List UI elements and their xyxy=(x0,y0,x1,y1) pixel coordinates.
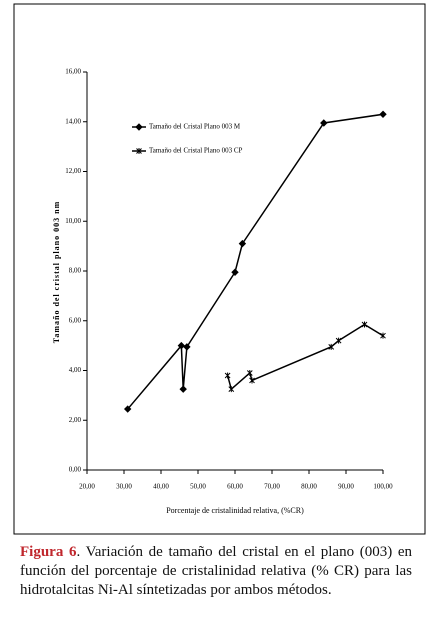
x-tick-label: 30,00 xyxy=(116,483,132,491)
caption-text: . Variación de tamaño del cristal en el … xyxy=(20,544,412,598)
y-tick-label: 14,00 xyxy=(65,117,81,125)
y-tick-label: 16,00 xyxy=(65,68,81,76)
y-tick-label: 10,00 xyxy=(65,217,81,225)
x-tick-label: 50,00 xyxy=(190,483,206,491)
marker xyxy=(379,110,387,118)
chart-border xyxy=(13,3,426,535)
y-tick-label: 2,00 xyxy=(69,416,82,424)
marker xyxy=(231,268,239,276)
x-tick-label: 80,00 xyxy=(301,483,317,491)
marker xyxy=(123,405,132,413)
y-tick-label: 8,00 xyxy=(69,267,82,275)
marker xyxy=(249,377,255,384)
marker xyxy=(228,386,235,393)
legend-label: Tamaño del Cristal Plano 003 CP xyxy=(149,147,243,155)
chart: Porcentaje de cristalinidad relativa, (%… xyxy=(13,3,426,535)
marker xyxy=(320,119,328,127)
marker xyxy=(183,343,191,351)
legend-marker xyxy=(135,123,143,131)
line xyxy=(127,113,384,410)
y-axis-label: Tamaño del cristal plano 003 nm xyxy=(52,201,61,344)
marker xyxy=(380,332,386,339)
marker xyxy=(238,239,247,248)
y-tick-label: 6,00 xyxy=(69,316,82,324)
y-tick-label: 4,00 xyxy=(69,366,82,374)
legend-marker xyxy=(136,148,142,154)
y-tick-label: 0,00 xyxy=(69,466,82,474)
marker xyxy=(177,341,186,350)
marker xyxy=(246,369,253,376)
x-tick-label: 100,00 xyxy=(373,483,393,491)
line xyxy=(226,323,384,391)
legend-label: Tamaño del Cristal Plano 003 M xyxy=(149,123,241,131)
x-tick-label: 90,00 xyxy=(338,483,354,491)
marker xyxy=(224,372,231,379)
y-tick-label: 12,00 xyxy=(65,167,81,175)
caption: Figura 6. Variación de tamaño del crista… xyxy=(20,543,412,600)
caption-label: Figura 6 xyxy=(20,544,77,560)
x-tick-label: 70,00 xyxy=(264,483,280,491)
marker xyxy=(361,321,368,328)
x-tick-label: 20,00 xyxy=(79,483,95,491)
marker xyxy=(335,337,342,344)
marker xyxy=(179,385,187,393)
marker xyxy=(328,343,335,350)
x-tick-label: 60,00 xyxy=(227,483,243,491)
x-axis-label: Porcentaje de cristalinidad relativa, (%… xyxy=(166,506,304,515)
x-tick-label: 40,00 xyxy=(153,483,169,491)
